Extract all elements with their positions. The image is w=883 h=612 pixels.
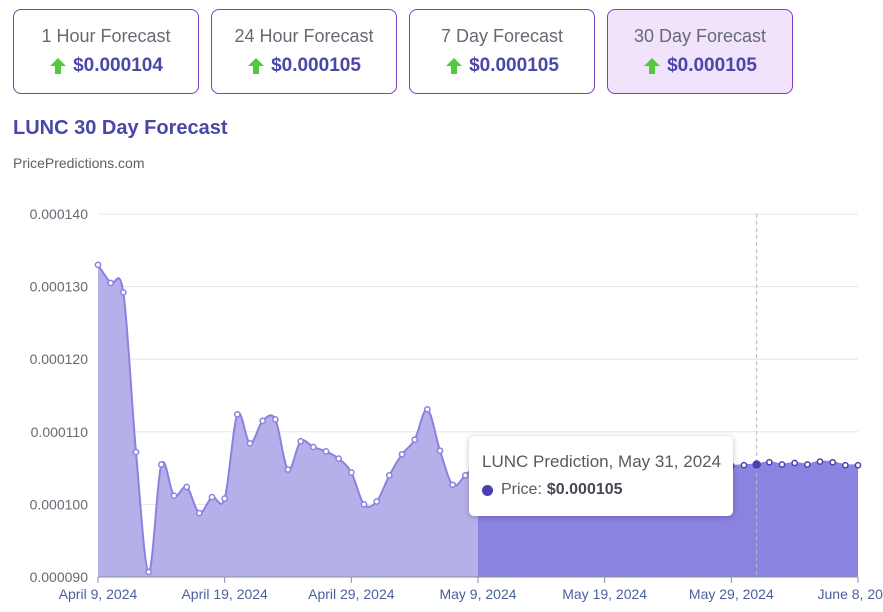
y-tick-label: 0.000090 [30,569,89,585]
x-tick-label: May 29, 2024 [689,586,774,602]
historical-point [309,443,317,451]
historical-point [259,417,267,425]
forecast-chart[interactable]: 0.000140 0.000130 0.000120 0.000110 0.000100… [0,195,883,612]
historical-point [119,289,127,296]
historical-point [233,411,241,418]
historical-point [360,501,368,508]
x-tick-label: June 8, 2024 [818,586,883,602]
historical-point [297,437,305,445]
tab-1-hour-forecast[interactable]: 1 Hour Forecast $0.000104 [13,9,199,94]
historical-point [347,469,355,476]
historical-point [221,495,229,502]
arrow-up-icon [248,58,265,74]
prediction-point [765,458,773,466]
historical-point [145,568,153,576]
historical-point [208,493,216,501]
prediction-point [778,461,786,468]
historical-point [322,448,330,455]
y-tick-label: 0.000140 [30,206,89,222]
arrow-up-icon [50,58,67,74]
tab-30-day-forecast[interactable]: 30 Day Forecast $0.000105 [607,9,793,94]
chart-tooltip: LUNC Prediction, May 31, 2024 Price: $0.… [469,436,733,516]
y-tick-label: 0.000100 [30,496,89,512]
tab-label: 30 Day Forecast [633,26,767,46]
historical-point [411,436,419,444]
y-tick-label: 0.000120 [30,351,89,367]
forecast-tabs: 1 Hour Forecast $0.000104 24 Hour Foreca… [13,9,793,94]
historical-point [373,498,381,505]
historical-point [195,509,203,517]
x-tick-label: May 9, 2024 [439,586,516,602]
historical-point [246,440,254,447]
tab-24-hour-forecast[interactable]: 24 Hour Forecast $0.000105 [211,9,397,94]
tab-value: $0.000105 [643,55,757,77]
x-tick-label: April 19, 2024 [181,586,268,602]
historical-point [157,461,165,468]
x-tick-label: May 19, 2024 [562,586,647,602]
historical-point [170,492,178,500]
prediction-point [803,461,811,468]
historical-point [132,448,140,456]
tab-label: 1 Hour Forecast [41,26,171,46]
historical-point [436,447,444,455]
tab-value: $0.000105 [247,55,361,77]
historical-point [385,472,393,479]
historical-area [98,264,478,577]
prediction-point [829,458,837,466]
x-tick-label: April 9, 2024 [59,586,138,602]
tab-label: 24 Hour Forecast [234,26,374,46]
x-tick-label: April 29, 2024 [308,586,395,602]
historical-point [398,450,406,458]
tab-value: $0.000105 [445,55,559,77]
prediction-point [854,461,862,469]
y-tick-label: 0.000130 [30,279,89,295]
tab-price: $0.000105 [469,55,559,76]
chart-source: PricePredictions.com [13,155,145,171]
prediction-point [816,458,824,465]
tab-label: 7 Day Forecast [440,26,564,46]
tab-price: $0.000104 [73,55,163,76]
tooltip-title: LUNC Prediction, May 31, 2024 [482,452,722,471]
prediction-point [740,461,748,469]
prediction-point [752,460,761,469]
historical-point [271,416,279,423]
tab-value: $0.000104 [49,55,163,77]
series-dot-icon [482,484,493,496]
historical-point [449,481,457,489]
prediction-point [791,459,799,467]
arrow-up-icon [446,58,463,74]
historical-point [461,472,469,479]
arrow-up-icon [644,58,661,74]
historical-point [335,455,343,463]
historical-point [423,405,431,413]
tab-price: $0.000105 [271,55,361,76]
chart-title: LUNC 30 Day Forecast [13,117,228,139]
tooltip-row: Price: $0.000105 [482,481,733,499]
historical-point [284,466,292,473]
tooltip-value: $0.000105 [546,481,623,498]
historical-point [94,261,102,269]
historical-point [107,279,115,287]
historical-point [183,483,191,491]
tab-7-day-forecast[interactable]: 7 Day Forecast $0.000105 [409,9,595,94]
tab-price: $0.000105 [667,55,757,76]
y-tick-label: 0.000110 [31,424,89,440]
historical-line [97,264,479,573]
tooltip-label: Price: [501,481,542,498]
prediction-point [841,461,849,469]
